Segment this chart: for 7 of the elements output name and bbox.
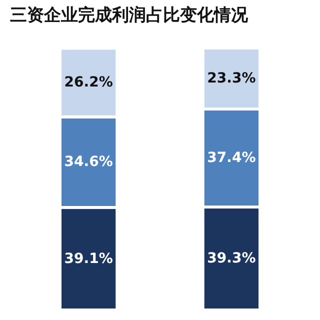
data-label: 23.3% (207, 70, 256, 87)
data-label: 37.4% (207, 150, 256, 166)
data-label: 39.1% (64, 250, 113, 267)
data-label: 39.3% (207, 250, 256, 267)
data-label: 34.6% (64, 154, 113, 170)
chart-title: 三资企业完成利润占比变化情况 (10, 6, 249, 26)
data-label: 26.2% (64, 74, 113, 91)
